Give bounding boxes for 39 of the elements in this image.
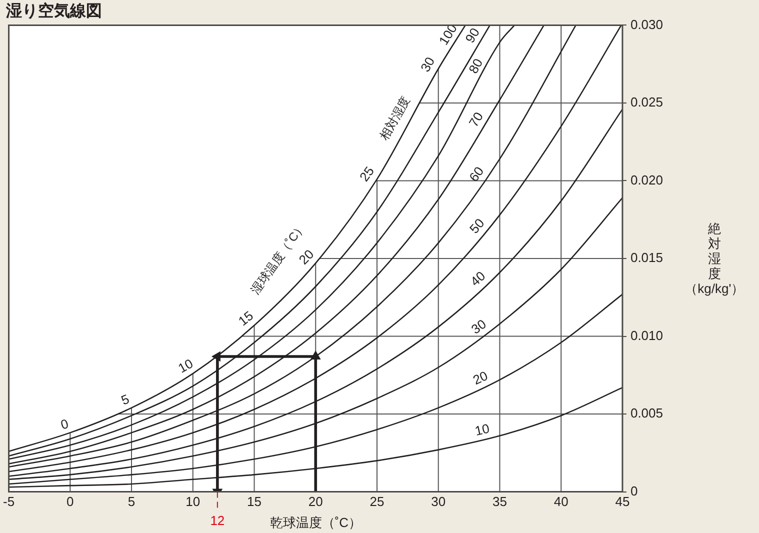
x-tick-label: 25 [370, 494, 384, 510]
y-axis-title: 絶対湿度（kg/kg'） [684, 221, 746, 296]
x-tick-label: 5 [128, 494, 136, 510]
y-tick-label: 0.015 [630, 250, 664, 266]
x-tick-label: 35 [492, 494, 507, 510]
x-tick-label: 20 [308, 494, 323, 510]
text: 20 [470, 368, 490, 388]
text: 40 [467, 268, 488, 290]
text: 60 [466, 164, 487, 184]
annotation: 相対湿度 [376, 94, 413, 142]
x-tick-label: -5 [3, 494, 15, 510]
text: 70 [466, 109, 486, 130]
annotation: 10 [176, 356, 196, 376]
annotation: 20 [296, 246, 317, 268]
annotation: 15 [235, 308, 256, 329]
y-tick-label: 0.005 [630, 406, 664, 421]
x-tick-label: 30 [431, 494, 446, 510]
y-tick-label: 0 [630, 483, 638, 498]
annotation: 5 [118, 391, 132, 408]
text: 30 [468, 316, 489, 337]
x-tick-label: 10 [186, 494, 200, 510]
x-tick-label: 40 [554, 494, 568, 510]
x-tick-label: 0 [66, 494, 74, 510]
annotation: 0 [58, 416, 70, 432]
y-tick-label: 0.025 [630, 94, 664, 110]
text: 80 [466, 56, 486, 76]
x-tick-label: 45 [615, 494, 630, 510]
y-tick-label: 0.010 [630, 328, 664, 343]
text: 50 [466, 216, 488, 236]
y-tick-label: 0.020 [630, 172, 664, 188]
x-tick-label: 15 [247, 494, 262, 510]
text: 90 [462, 25, 483, 46]
chart-title: 湿り空気線図 [5, 2, 102, 20]
y-tick-label: 0.030 [630, 16, 664, 32]
x-axis-title: 乾球温度（˚C） [270, 514, 362, 530]
text: 10 [473, 420, 491, 439]
annotation: 25 [356, 164, 378, 184]
annotation: 30 [417, 54, 438, 74]
ref-line-label: 12 [210, 512, 225, 528]
